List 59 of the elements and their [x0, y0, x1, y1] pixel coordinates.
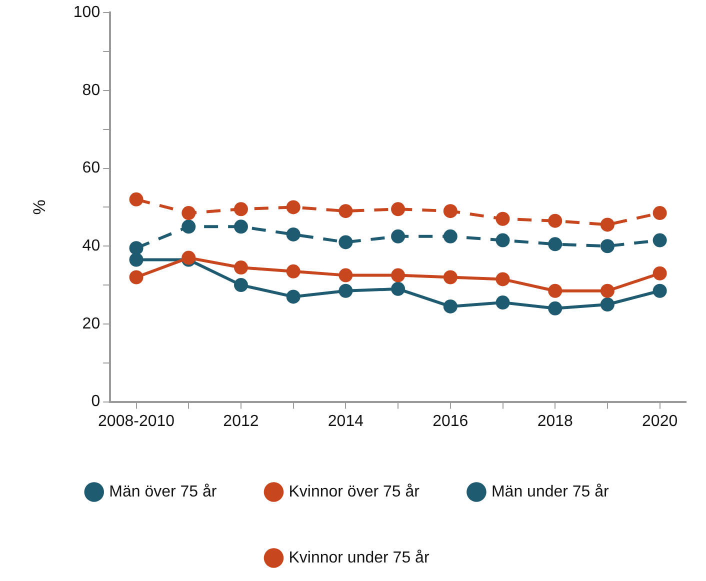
- x-tick-label: 2016: [432, 412, 468, 430]
- point: [286, 264, 300, 278]
- point: [338, 268, 353, 282]
- point: [338, 284, 353, 298]
- point: [391, 268, 406, 282]
- y-tick-label: 80: [82, 82, 100, 99]
- point: [129, 241, 144, 256]
- legend-label: Män under 75 år: [491, 483, 610, 500]
- point: [129, 270, 144, 284]
- point: [443, 270, 458, 284]
- point: [548, 284, 562, 298]
- x-tick-label: 2012: [223, 412, 259, 430]
- point: [338, 204, 353, 218]
- point: [496, 272, 510, 286]
- y-tick-label: 40: [82, 238, 100, 255]
- point: [391, 282, 406, 296]
- x-tick-label: 2020: [642, 412, 678, 430]
- point: [129, 192, 144, 206]
- point: [652, 233, 667, 248]
- point: [391, 229, 406, 244]
- point: [600, 284, 614, 298]
- point: [652, 266, 667, 280]
- point: [129, 252, 144, 267]
- point: [443, 299, 458, 314]
- x-tick-label: 2008-2010: [98, 412, 175, 430]
- point: [234, 220, 248, 234]
- legend-label: Män över 75 år: [109, 483, 218, 500]
- point: [286, 227, 300, 242]
- point: [652, 206, 667, 220]
- point: [496, 296, 510, 310]
- legend-label: Kvinnor under 75 år: [288, 549, 430, 566]
- point: [443, 229, 458, 244]
- x-tick-label: 2014: [328, 412, 364, 430]
- point: [600, 298, 614, 312]
- point: [600, 239, 614, 254]
- point: [391, 202, 406, 216]
- point: [443, 204, 458, 218]
- legend-label: Kvinnor över 75 år: [288, 483, 420, 500]
- y-tick-label: 20: [82, 315, 100, 332]
- point: [234, 260, 248, 275]
- point: [182, 220, 196, 234]
- point: [652, 284, 667, 298]
- point: [234, 202, 248, 216]
- y-tick-label: 0: [91, 393, 100, 410]
- point: [496, 212, 510, 226]
- point: [600, 218, 614, 232]
- x-tick-label: 2018: [537, 412, 574, 430]
- y-axis-title: %: [30, 200, 49, 215]
- point: [234, 278, 248, 292]
- point: [548, 214, 562, 228]
- point: [286, 290, 300, 304]
- y-tick-label: 100: [73, 4, 100, 22]
- point: [496, 233, 510, 248]
- point: [286, 200, 300, 214]
- point: [548, 237, 562, 252]
- point: [338, 235, 353, 250]
- point: [182, 206, 196, 220]
- y-tick-label: 60: [82, 160, 100, 177]
- point: [548, 301, 562, 316]
